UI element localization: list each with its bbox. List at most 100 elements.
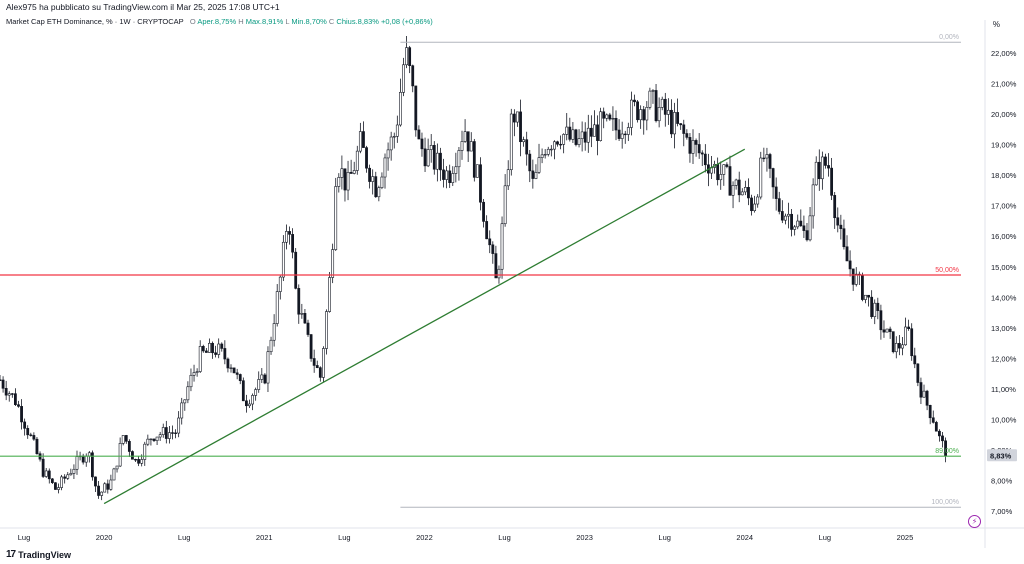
candle-body: [876, 302, 880, 311]
x-tick-label: Lug: [18, 533, 31, 542]
publisher-text: Alex975 ha pubblicato su TradingView.com…: [6, 2, 280, 12]
candle-body: [553, 141, 556, 150]
y-tick-label: 18,00%: [991, 171, 1017, 180]
candle-body: [81, 455, 85, 463]
candle-body: [827, 165, 830, 169]
candle-body: [392, 136, 396, 138]
y-tick-label: 19,00%: [991, 141, 1017, 150]
candle-body: [66, 474, 70, 479]
candle-body: [257, 379, 261, 390]
candle-body: [35, 438, 39, 455]
candle-body: [568, 126, 572, 140]
candle-body: [432, 145, 436, 170]
candle-body: [663, 98, 667, 115]
candle-body: [623, 133, 627, 136]
candle-body: [833, 195, 837, 219]
y-tick-label: 12,00%: [991, 354, 1017, 363]
candle-body: [784, 215, 787, 221]
candle-body: [201, 346, 205, 352]
candle-body: [1, 379, 5, 389]
candle-body: [214, 352, 218, 355]
candle-body: [691, 140, 695, 154]
candle-body: [593, 124, 596, 137]
candle-body: [651, 90, 655, 92]
candle-body: [20, 406, 23, 423]
candle-body: [300, 313, 304, 315]
high-label: H: [238, 17, 244, 26]
low-value: Min.8,70%: [291, 17, 327, 26]
candle-body: [466, 131, 470, 152]
fibonacci-retracement: 0,00% 50,00% 89,00% 100,00%: [0, 34, 961, 508]
x-tick-label: 2024: [736, 533, 753, 542]
y-tick-label: 20,00%: [991, 110, 1017, 119]
candle-body: [232, 367, 236, 374]
candle-body: [516, 111, 519, 123]
candle-body: [411, 65, 415, 87]
candle-body: [765, 154, 769, 159]
candle-body: [220, 343, 224, 349]
tradingview-logo[interactable]: 17 TradingView: [6, 549, 71, 560]
candle-body: [235, 372, 239, 375]
candle-body: [796, 220, 800, 228]
x-tick-label: 2022: [416, 533, 433, 542]
candle-body: [140, 459, 144, 464]
candle-body: [716, 164, 720, 181]
trendline[interactable]: [103, 148, 746, 505]
candle-body: [405, 47, 408, 66]
symbol-legend: Market Cap ETH Dominance, % · 1W · CRYPT…: [6, 17, 433, 26]
candle-body: [192, 372, 196, 376]
candle-body: [531, 170, 535, 179]
candle-body: [824, 156, 827, 166]
candle-body: [913, 355, 917, 365]
candle-body: [204, 350, 208, 353]
candle-body: [97, 485, 100, 496]
candle-body: [402, 64, 405, 93]
lightning-icon[interactable]: ⚡: [968, 515, 981, 528]
candle-body: [485, 221, 489, 240]
candle-body: [245, 400, 248, 407]
candle-body: [17, 404, 20, 407]
candle-body: [134, 458, 137, 461]
candle-body: [676, 112, 680, 124]
candle-body: [777, 198, 781, 212]
candle-body: [642, 109, 646, 121]
candle-body: [171, 432, 174, 434]
candle-body: [346, 172, 350, 191]
candle-body: [543, 154, 547, 156]
candle-body: [297, 288, 301, 315]
candle-body: [719, 174, 723, 181]
candle-body: [69, 473, 73, 476]
candle-body: [549, 148, 553, 151]
candle-body: [602, 111, 606, 119]
candle-body: [288, 231, 291, 235]
candle-body: [103, 483, 107, 493]
candle-body: [851, 268, 855, 285]
candle-body: [275, 291, 279, 324]
candle-body: [47, 470, 51, 480]
candle-body: [115, 465, 119, 470]
candle-body: [63, 476, 67, 479]
candle-body: [281, 241, 285, 278]
candle-body: [891, 331, 895, 353]
candle-body: [608, 114, 612, 120]
candle-body: [180, 402, 184, 419]
candle-body: [522, 139, 526, 143]
tradingview-logo-icon: 17: [6, 549, 16, 560]
candle-body: [919, 382, 923, 398]
candle-body: [768, 154, 772, 169]
candle-body: [842, 228, 846, 248]
candle-body: [241, 380, 245, 402]
candle-body: [260, 374, 264, 380]
candle-body: [688, 137, 692, 154]
candle-body: [355, 150, 359, 171]
candle-body: [263, 374, 267, 384]
candle-body: [626, 127, 630, 135]
candle-body: [195, 371, 199, 373]
candle-body: [562, 134, 566, 145]
candle-body: [417, 129, 421, 140]
candle-body: [750, 197, 753, 212]
candle-body: [725, 164, 729, 167]
candle-body: [399, 92, 402, 126]
candle-body: [309, 334, 313, 359]
